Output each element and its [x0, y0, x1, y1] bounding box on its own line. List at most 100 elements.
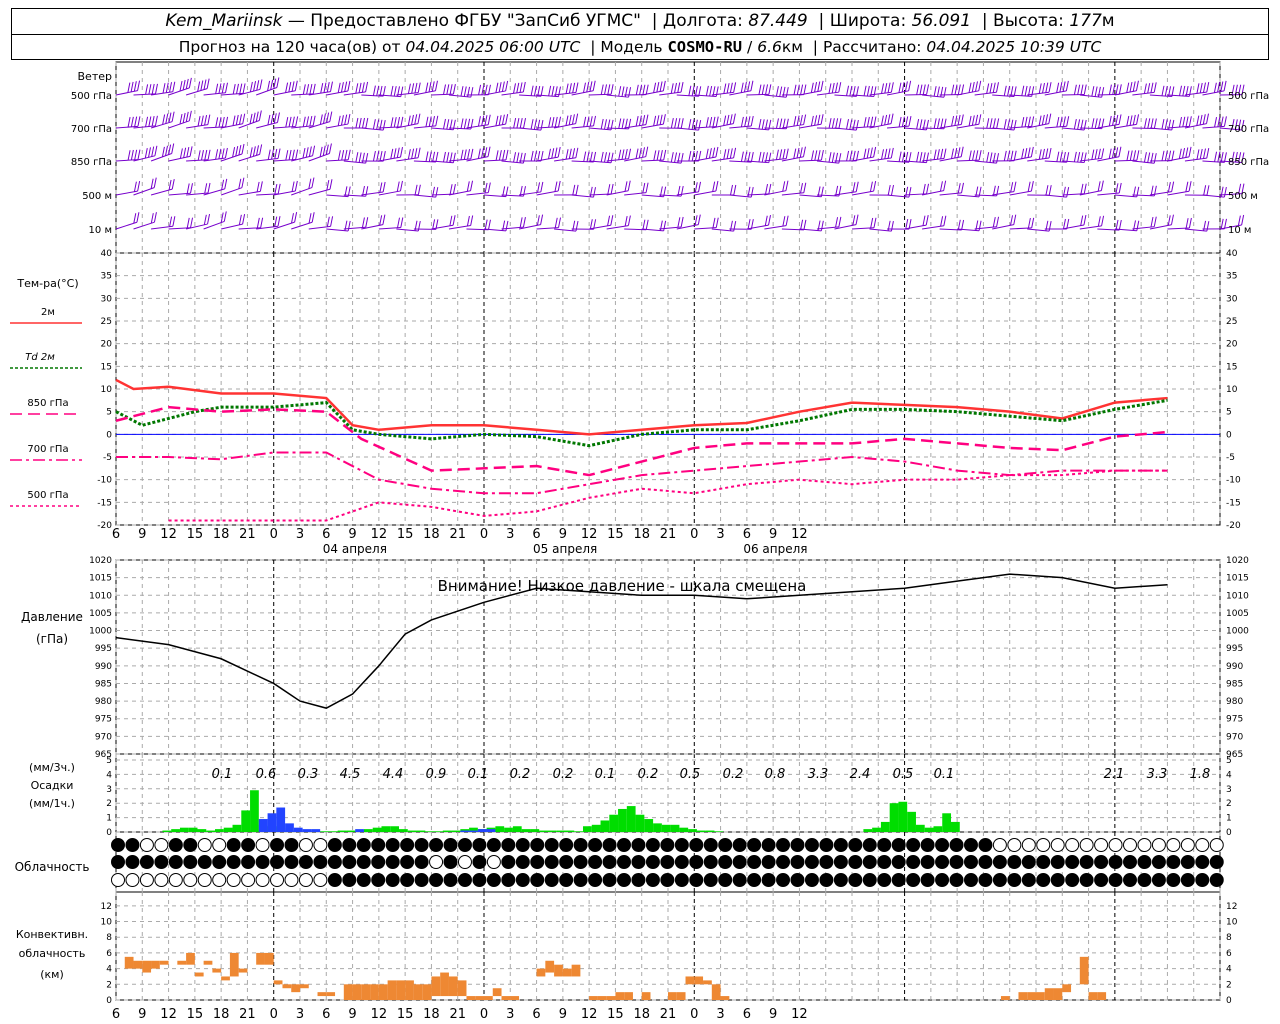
conv-xtick: 18 — [633, 1007, 650, 1022]
wind-barb — [1184, 91, 1207, 96]
temp-xtick: 21 — [239, 527, 256, 542]
wind-barb — [1044, 194, 1067, 198]
wind-barb-flag — [133, 213, 137, 224]
wind-barb-flag — [260, 217, 264, 228]
wind-barb-flag — [1199, 82, 1203, 94]
wind-barb — [1114, 228, 1137, 232]
wind-barb-flag — [477, 116, 481, 127]
wind-barb-flag — [186, 183, 190, 194]
wind-level-label-right: 700 гПа — [1228, 124, 1269, 135]
wind-barb-flag — [996, 82, 999, 93]
wind-barb-flag — [922, 84, 926, 95]
rain-bar — [346, 830, 356, 832]
wind-barb — [711, 91, 734, 96]
conv-cloud-bar — [370, 984, 379, 1000]
wind-barb-flag — [799, 147, 803, 158]
wind-barb-flag — [393, 86, 397, 97]
wind-barb — [641, 228, 664, 232]
wind-barb-flag — [1038, 115, 1042, 126]
snow-bar — [293, 827, 303, 832]
wind-barb-flag — [358, 82, 362, 93]
wind-barb-flag — [151, 146, 155, 157]
wind-barb-flag — [688, 85, 692, 96]
wind-barb-flag — [241, 177, 245, 188]
wind-barb-flag — [1073, 151, 1077, 162]
wind-barb-flag — [1003, 85, 1007, 96]
wind-barb-flag — [768, 84, 772, 95]
wind-barb-flag — [1059, 116, 1063, 127]
conv-cloud-bar — [703, 980, 712, 985]
wind-barb-flag — [312, 145, 316, 156]
wind-barb-flag — [435, 115, 439, 126]
temp-ytick-right: -20 — [1226, 521, 1241, 531]
wind-barb-flag — [235, 114, 239, 126]
conv-cloud-bar — [378, 984, 388, 1000]
wind-barb-flag — [936, 86, 940, 97]
wind-barb — [957, 194, 980, 198]
wind-barb-flag — [249, 81, 253, 93]
wind-barb-flag — [463, 86, 467, 97]
wind-barb-flag — [165, 145, 169, 156]
precip-3h-total: 3.3 — [1147, 767, 1168, 782]
wind-barb-flag — [291, 116, 295, 127]
wind-barb-flag — [329, 111, 333, 122]
conv-xtick: 9 — [769, 1007, 777, 1022]
wind-barb-flag — [1048, 221, 1052, 232]
wind-barb-flag — [866, 85, 870, 97]
wind-barb-flag — [828, 83, 832, 94]
rain-bar — [337, 830, 347, 832]
wind-barb-flag — [291, 149, 295, 160]
wind-barb-flag — [1136, 114, 1140, 125]
wind-barb-flag — [933, 149, 937, 160]
pres-ytick: 1020 — [89, 556, 112, 566]
wind-barb-flag — [241, 143, 245, 155]
wind-barb-flag — [758, 118, 762, 130]
wind-barb-flag — [168, 179, 172, 191]
wind-barb-flag — [800, 219, 804, 230]
wind-barb — [1079, 127, 1102, 130]
conv-unit: (км) — [40, 968, 64, 981]
temp-ytick-right: 0 — [1226, 430, 1232, 440]
wind-barb-flag — [432, 116, 436, 127]
rain-bar — [328, 831, 338, 832]
wind-barb-flag — [1241, 183, 1245, 194]
wind-barb-flag — [417, 82, 421, 93]
cloud-cover-circle — [327, 855, 342, 869]
wind-barb-flag — [172, 216, 176, 227]
wind-barb-flag — [1027, 147, 1031, 158]
wind-barb-flag — [747, 116, 751, 127]
wind-barb-flag — [873, 146, 877, 158]
cloud-cover-circle — [891, 855, 906, 869]
wind-barb-flag — [319, 146, 323, 157]
wind-barb-flag — [1182, 116, 1186, 127]
wind-barb — [1202, 90, 1225, 96]
temp-ytick-right: 5 — [1226, 408, 1232, 418]
cloud-cover-circle — [862, 855, 877, 869]
conv-cloud-bar — [396, 980, 406, 1000]
wind-barb — [694, 126, 717, 129]
wind-barb-flag — [396, 181, 400, 192]
wind-barb — [133, 221, 155, 230]
precip-3h-total: 2.1 — [1104, 767, 1125, 782]
cloud-cover-circle — [1065, 855, 1080, 869]
wind-barb-flag — [642, 147, 646, 158]
conv-cloud-bar — [685, 976, 695, 985]
wind-barb-flag — [355, 117, 359, 129]
wind-barb-flag — [1147, 118, 1151, 129]
wind-barb — [746, 160, 769, 164]
wind-barb-flag — [221, 148, 225, 159]
rain-bar — [469, 827, 478, 832]
wind-barb-flag — [137, 116, 141, 127]
rain-bar — [618, 808, 627, 832]
wind-barb-flag — [743, 81, 747, 93]
wind-barb-flag — [276, 112, 280, 123]
wind-barb-flag — [207, 149, 211, 160]
wind-barb-flag — [1083, 152, 1087, 163]
wind-barb — [729, 125, 752, 129]
rain-bar — [626, 806, 636, 832]
wind-barb-flag — [379, 215, 383, 226]
wind-barb-flag — [481, 115, 485, 126]
rain-bar — [583, 826, 592, 832]
wind-barb-flag — [733, 147, 737, 158]
cloud-cover-circle — [515, 838, 530, 852]
